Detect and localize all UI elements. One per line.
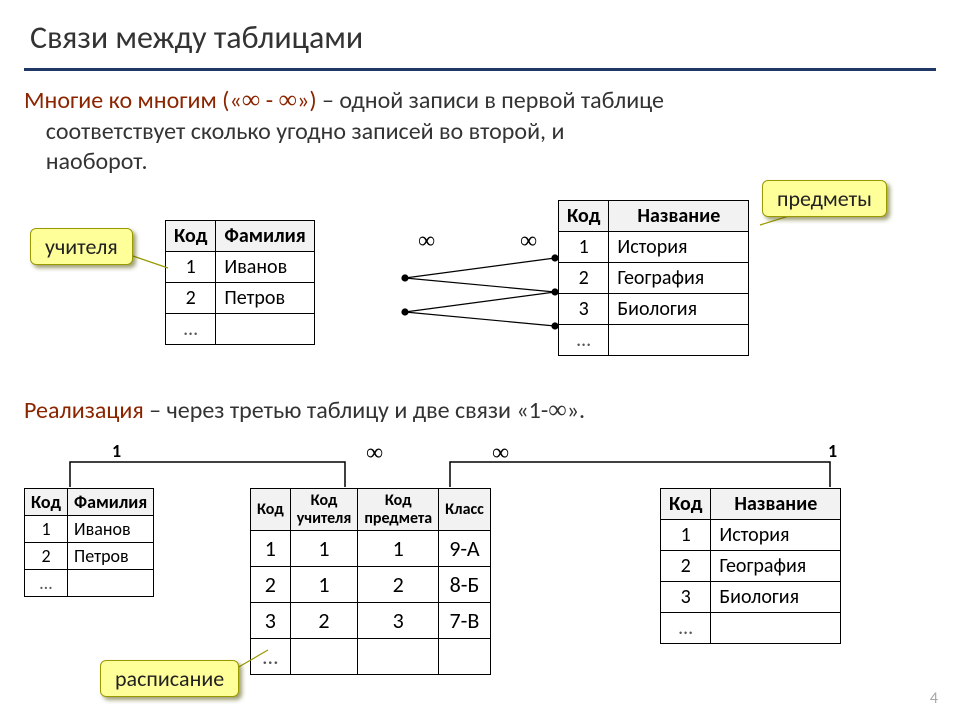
table-row: …	[166, 314, 315, 345]
infinity-icon: ∞	[548, 395, 567, 424]
table-row: 2Петров	[166, 283, 315, 314]
infinity-icon: ∞	[242, 85, 261, 114]
callout-subjects: предметы	[762, 180, 887, 217]
page-number: 4	[930, 689, 938, 708]
col-header: Название	[609, 201, 749, 232]
table-header-row: Код Название	[559, 201, 749, 232]
schedule-table: Код Кодучителя Кодпредмета Класс 1119-А …	[250, 488, 491, 675]
infinity-icon: ∞	[418, 228, 435, 255]
infinity-icon: ∞	[278, 85, 297, 114]
one-label-right: 1	[828, 440, 837, 462]
subjects-table-top: Код Название 1История 2География 3Биолог…	[558, 200, 749, 356]
slide-title: Связи между таблицами	[30, 18, 363, 57]
text-accent-mtm: Многие ко многим («	[24, 86, 242, 115]
infinity-icon: ∞	[492, 440, 509, 467]
text-accent-realization: Реализация	[24, 396, 144, 425]
table-row: 1Иванов	[166, 252, 315, 283]
callout-teachers: учителя	[30, 228, 133, 265]
table-row: 3Биология	[559, 294, 749, 325]
teachers-table-bottom: КодФамилия 1Иванов 2Петров …	[24, 488, 154, 597]
table-row: 2География	[559, 263, 749, 294]
table-row: …	[559, 325, 749, 356]
table-row: 1История	[559, 232, 749, 263]
teachers-table-top: Код Фамилия 1Иванов 2Петров …	[165, 220, 315, 345]
title-underline	[24, 68, 936, 71]
callout-schedule: расписание	[100, 660, 239, 697]
paragraph-realization: Реализация – через третью таблицу и две …	[24, 394, 924, 427]
paragraph-many-to-many: Многие ко многим («∞ - ∞») – одной запис…	[24, 84, 924, 177]
col-header: Код	[559, 201, 609, 232]
subjects-table-bottom: КодНазвание 1История 2География 3Биологи…	[660, 488, 841, 644]
col-header: Фамилия	[216, 221, 314, 252]
one-label-left: 1	[112, 440, 121, 462]
col-header: Код	[166, 221, 216, 252]
table-header-row: Код Кодучителя Кодпредмета Класс	[251, 489, 491, 531]
table-header-row: Код Фамилия	[166, 221, 315, 252]
infinity-icon: ∞	[520, 228, 537, 255]
infinity-icon: ∞	[366, 440, 383, 467]
